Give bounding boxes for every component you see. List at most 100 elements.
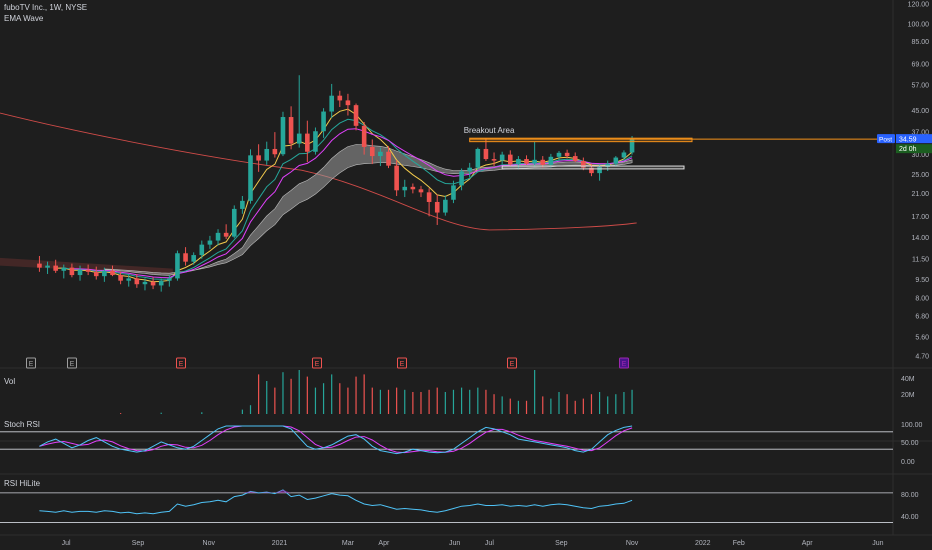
price-tick-label: 8.00: [915, 296, 929, 303]
price-tick-label: 11.50: [912, 256, 929, 263]
time-tick-label: Apr: [802, 540, 814, 547]
candle-body: [524, 159, 529, 164]
time-tick-label: Apr: [378, 540, 390, 547]
event-label: E: [29, 361, 34, 368]
ema-lines: [55, 108, 633, 283]
event-box: [26, 357, 36, 369]
chart-drawings[interactable]: Breakout Area: [464, 126, 893, 170]
candle-body: [499, 154, 505, 161]
candle-body: [134, 278, 140, 285]
event-label: E: [179, 361, 184, 368]
earnings-event: E: [176, 357, 186, 369]
candle-body: [45, 265, 50, 268]
stoch-label: Stoch RSI: [4, 420, 40, 429]
candle-body: [629, 139, 635, 153]
vol-tick-label: 40M: [901, 376, 915, 383]
candle-body: [142, 281, 148, 285]
candle-body: [532, 159, 537, 164]
candle-body: [459, 171, 464, 186]
ema-ribbon-band: [104, 144, 633, 276]
candles: [37, 75, 635, 292]
price-tick-label: 9.50: [915, 277, 929, 284]
countdown-badge-bg: [896, 144, 932, 154]
price-tick-label: 14.00: [911, 235, 929, 242]
candle-body: [386, 151, 391, 166]
candle-body: [175, 253, 180, 279]
event-box: [507, 357, 517, 369]
time-tick-label: Jul: [62, 540, 71, 547]
candle-body: [321, 111, 326, 132]
candle-body: [353, 105, 359, 126]
candle-body: [223, 232, 229, 237]
symbol-title: fuboTV Inc., 1W, NYSE: [4, 3, 88, 12]
ema-mid-line: [63, 118, 633, 280]
time-tick-label: Nov: [626, 540, 639, 547]
last-price-value: 34.59: [899, 137, 917, 144]
price-axis[interactable]: 120.00 100.00 85.00 69.00 57.00 45.00 37.00 30.…: [908, 2, 930, 361]
rsi-tick-label: 80.00: [901, 492, 919, 499]
vol-tick-label: 20M: [901, 392, 915, 399]
candle-body: [167, 278, 172, 281]
time-tick-label: 2021: [272, 540, 288, 547]
candle-body: [337, 95, 343, 101]
candle-body: [118, 275, 123, 281]
price-tick-label: 100.00: [908, 21, 930, 28]
candle-body: [280, 117, 286, 155]
event-label: E: [400, 361, 405, 368]
candle-body: [240, 200, 245, 209]
candle-body: [491, 159, 497, 161]
stoch-d-line: [39, 425, 633, 454]
candle-body: [329, 95, 334, 112]
candle-body: [394, 165, 399, 191]
ema-fast-line: [55, 108, 633, 283]
rsi-label: RSI HiLite: [4, 479, 41, 488]
candle-body: [410, 186, 416, 190]
earnings-event: E: [397, 357, 407, 369]
candle-body: [93, 271, 99, 277]
candle-body: [102, 270, 107, 277]
earnings-event: E: [507, 357, 517, 369]
candle-body: [548, 156, 554, 165]
candle-body: [126, 278, 132, 281]
event-label: E: [315, 361, 320, 368]
candle-body: [483, 148, 489, 160]
candle-body: [556, 152, 562, 157]
post-badge-bg: [877, 134, 895, 144]
earnings-event: E: [619, 357, 629, 369]
candle-body: [158, 280, 164, 286]
candle-body: [540, 159, 546, 165]
price-tick-label: 45.00: [911, 108, 929, 115]
event-box: [67, 357, 77, 369]
candle-body: [231, 208, 237, 237]
time-axis[interactable]: Jul Sep Nov 2021 Mar Apr Jun Jul Sep Nov 2022 Feb Ap…: [62, 540, 884, 547]
ema-slow-line: [71, 128, 633, 279]
breakout-zone: [469, 137, 693, 143]
candle-body: [77, 269, 83, 276]
time-tick-label: 2022: [695, 540, 711, 547]
ema-ribbon: [104, 144, 633, 276]
candle-body: [53, 265, 58, 271]
candle-body: [475, 148, 481, 168]
price-tick-label: 5.60: [915, 334, 929, 341]
event-box: [619, 357, 629, 369]
earnings-event: E: [26, 357, 36, 369]
rsi-pane: RSI HiLite 80.00 40.00: [0, 479, 919, 523]
candle-body: [199, 244, 205, 256]
time-tick-label: Sep: [555, 540, 568, 547]
candle-body: [69, 267, 75, 276]
price-tick-label: 37.00: [911, 129, 929, 136]
candle-body: [426, 192, 432, 202]
price-tick-label: 57.00: [911, 82, 929, 89]
stoch-rsi-pane: Stoch RSI 100.00 50.00 0.00: [0, 420, 923, 466]
candle-body: [110, 270, 115, 276]
earnings-event: E: [312, 357, 322, 369]
price-tick-label: 4.70: [915, 354, 929, 361]
support-zone: [501, 165, 685, 170]
candle-body: [288, 117, 294, 144]
candle-body: [434, 201, 440, 213]
event-label: E: [510, 361, 515, 368]
candle-body: [345, 100, 351, 106]
time-tick-label: Jul: [485, 540, 494, 547]
